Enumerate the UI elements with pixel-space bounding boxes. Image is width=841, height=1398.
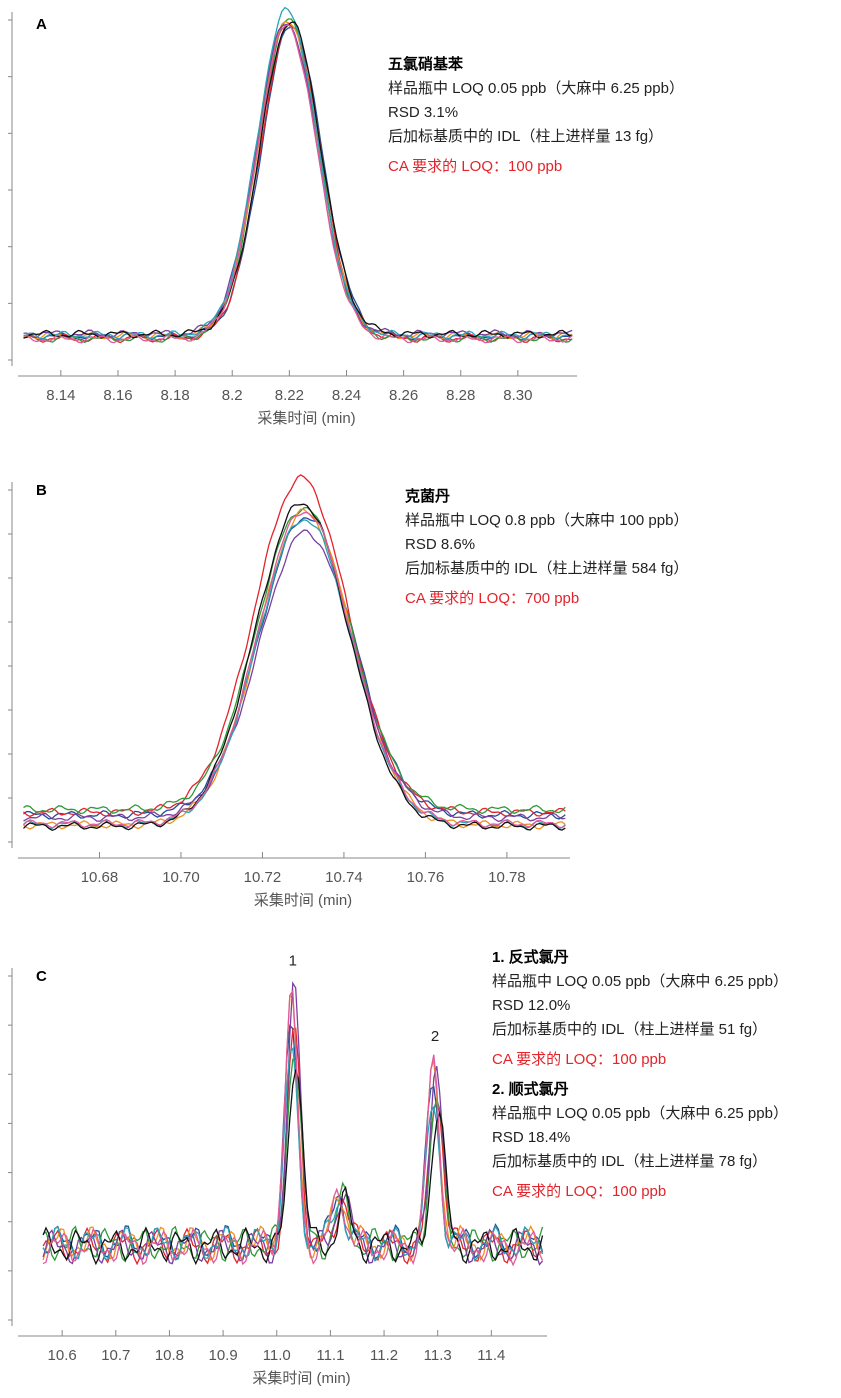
x-tick-label: 10.68: [81, 869, 119, 886]
series-line: [23, 23, 573, 339]
compound-info: 五氯硝基苯 样品瓶中 LOQ 0.05 ppb（大麻中 6.25 ppb） RS…: [388, 53, 684, 179]
chart-panel-c: 10.6 10.7 10.8 10.9 11.0 11.1 11.2 11.3 11.4 采集时间…: [0, 940, 841, 1398]
rsd-text: RSD 12.0%: [492, 997, 571, 1014]
series-line: [23, 529, 566, 823]
ca-requirement: CA 要求的 LOQ：100 ppb: [388, 158, 563, 175]
series-line: [42, 1046, 544, 1262]
x-axis-title: 采集时间 (min): [257, 410, 355, 427]
x-tick-label: 11.3: [424, 1347, 452, 1364]
x-tick-label: 11.2: [370, 1347, 398, 1364]
rsd-text: RSD 3.1%: [388, 104, 459, 121]
compound-block: 2. 顺式氯丹 样品瓶中 LOQ 0.05 ppb（大麻中 6.25 ppb） …: [492, 1078, 788, 1204]
x-tick-label: 8.24: [332, 387, 361, 404]
x-tick-label: 8.26: [389, 387, 418, 404]
series-line: [42, 1027, 543, 1266]
x-tick-label: 10.74: [325, 869, 363, 886]
x-tick-label: 8.28: [446, 387, 475, 404]
panel-label: B: [36, 482, 47, 499]
series-line: [42, 1069, 544, 1266]
series-line: [42, 981, 543, 1266]
loq-text: 样品瓶中 LOQ 0.05 ppb（大麻中 6.25 ppb）: [388, 80, 684, 97]
loq-text: 样品瓶中 LOQ 0.05 ppb（大麻中 6.25 ppb）: [492, 973, 788, 990]
x-tick-label: 10.7: [101, 1347, 130, 1364]
x-tick-label: 11.1: [316, 1347, 344, 1364]
idl-text: 后加标基质中的 IDL（柱上进样量 78 fg）: [492, 1153, 768, 1170]
x-tick-label: 10.76: [407, 869, 445, 886]
chromatogram-b: 10.68 10.70 10.72 10.74 10.76 10.78 采集时间 (min): [8, 474, 570, 909]
x-tick-label: 8.30: [503, 387, 532, 404]
x-tick-label: 10.78: [488, 869, 526, 886]
series-line: [23, 506, 566, 815]
compound-block: 1. 反式氯丹 样品瓶中 LOQ 0.05 ppb（大麻中 6.25 ppb） …: [492, 946, 788, 1072]
compound-block: 五氯硝基苯 样品瓶中 LOQ 0.05 ppb（大麻中 6.25 ppb） RS…: [388, 53, 684, 179]
x-tick-label: 10.9: [208, 1347, 237, 1364]
peak-label: 1: [289, 952, 297, 969]
idl-text: 后加标基质中的 IDL（柱上进样量 584 fg）: [405, 560, 689, 577]
x-tick-label: 10.8: [155, 1347, 184, 1364]
x-tick-label: 8.14: [46, 387, 75, 404]
series-line: [23, 6, 573, 340]
x-tick-label: 8.18: [161, 387, 190, 404]
chart-panel-b: 10.68 10.70 10.72 10.74 10.76 10.78 采集时间 (min)…: [0, 470, 841, 930]
panel-label: C: [36, 968, 47, 985]
x-tick-label: 8.22: [275, 387, 304, 404]
loq-text: 样品瓶中 LOQ 0.8 ppb（大麻中 100 ppb）: [405, 512, 689, 529]
x-tick-label: 10.72: [244, 869, 282, 886]
x-tick-label: 8.16: [103, 387, 132, 404]
loq-text: 样品瓶中 LOQ 0.05 ppb（大麻中 6.25 ppb）: [492, 1105, 788, 1122]
x-tick-label: 8.2: [222, 387, 243, 404]
series-line: [23, 21, 573, 339]
rsd-text: RSD 18.4%: [492, 1129, 571, 1146]
ca-requirement: CA 要求的 LOQ：100 ppb: [492, 1183, 667, 1200]
chart-panel-a: 8.14 8.16 8.18 8.2 8.22 8.24 8.26 8.28 8.30 采集时间 …: [0, 0, 841, 450]
ca-requirement: CA 要求的 LOQ：700 ppb: [405, 590, 580, 607]
compound-name: 克菌丹: [405, 488, 451, 505]
x-axis-title: 采集时间 (min): [254, 892, 352, 909]
compound-name: 五氯硝基苯: [388, 56, 464, 73]
compound-name: 2. 顺式氯丹: [492, 1081, 569, 1098]
compound-name: 1. 反式氯丹: [492, 949, 569, 966]
x-axis-title: 采集时间 (min): [252, 1370, 350, 1387]
x-tick-label: 10.70: [162, 869, 200, 886]
chromatogram-a: 8.14 8.16 8.18 8.2 8.22 8.24 8.26 8.28 8.30 采集时间 …: [8, 6, 577, 427]
series-line: [23, 503, 566, 832]
compound-info: 1. 反式氯丹 样品瓶中 LOQ 0.05 ppb（大麻中 6.25 ppb） …: [492, 946, 788, 1204]
ca-requirement: CA 要求的 LOQ：100 ppb: [492, 1051, 667, 1068]
rsd-text: RSD 8.6%: [405, 536, 476, 553]
series-line: [23, 508, 566, 830]
series-line: [42, 988, 544, 1267]
idl-text: 后加标基质中的 IDL（柱上进样量 13 fg）: [388, 128, 664, 145]
chromatogram-c: 10.6 10.7 10.8 10.9 11.0 11.1 11.2 11.3 11.4 采集时间…: [8, 952, 547, 1387]
compound-block: 克菌丹 样品瓶中 LOQ 0.8 ppb（大麻中 100 ppb） RSD 8.…: [405, 485, 688, 611]
panel-label: A: [36, 16, 47, 33]
compound-info: 克菌丹 样品瓶中 LOQ 0.8 ppb（大麻中 100 ppb） RSD 8.…: [405, 485, 688, 611]
series-line: [23, 511, 566, 829]
x-tick-label: 11.0: [263, 1347, 291, 1364]
x-tick-label: 10.6: [48, 1347, 77, 1364]
x-tick-label: 11.4: [477, 1347, 505, 1364]
series-line: [23, 24, 573, 344]
idl-text: 后加标基质中的 IDL（柱上进样量 51 fg）: [492, 1021, 768, 1038]
peak-label: 2: [431, 1028, 439, 1045]
